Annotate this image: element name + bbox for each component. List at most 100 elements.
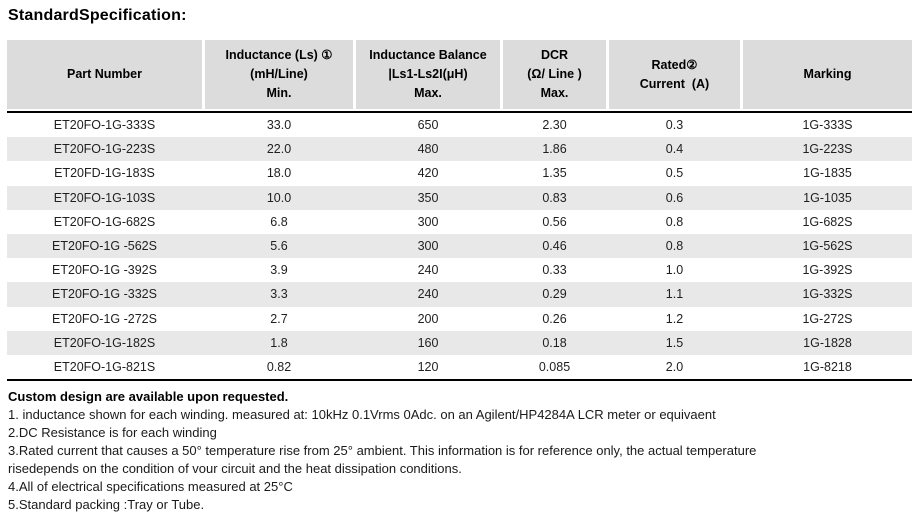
cell-inductance-balance-max: 420 <box>417 166 439 181</box>
cell-part-number: ET20FO-1G-333S <box>53 118 156 133</box>
header-line: Part Number <box>66 67 143 81</box>
header-line: Max. <box>414 86 442 100</box>
cell-rated-current: 0.6 <box>665 190 684 205</box>
cell-dcr-max: 0.56 <box>542 214 567 229</box>
cell-inductance-min: 3.9 <box>270 263 288 278</box>
cell-part-number: ET20FO-1G-103S <box>53 190 156 205</box>
cell-dcr-max: 0.26 <box>542 311 567 326</box>
cell-marking: 1G-223S <box>802 142 853 157</box>
cell-marking: 1G-562S <box>802 239 853 254</box>
cell-part-number: ET20FO-1G -392S <box>52 263 157 278</box>
cell-inductance-min: 3.3 <box>270 287 288 302</box>
cell-inductance-balance-max: 240 <box>417 287 439 302</box>
header-line: Marking <box>803 67 852 81</box>
cell-dcr-max: 1.35 <box>542 166 567 181</box>
header-line: Inductance (Ls) ① <box>225 48 333 62</box>
cell-rated-current: 0.5 <box>665 166 684 181</box>
col-header-inductance: Inductance (Ls) ① (mH/Line) Min. <box>205 40 353 109</box>
cell-dcr-max: 1.86 <box>542 142 567 157</box>
table-body: ET20FO-1G-333S 33.0 650 2.30 0.3 1G-333S… <box>7 111 912 382</box>
table-row: ET20FO-1G -272S 2.7 200 0.26 1.2 1G-272S <box>7 306 912 331</box>
cell-part-number: ET20FO-1G-682S <box>53 214 156 229</box>
header-line: Current (A) <box>639 76 710 91</box>
cell-rated-current: 1.2 <box>665 311 684 326</box>
header-line: Inductance Balance <box>369 48 487 62</box>
table-row: ET20FO-1G -562S 5.6 300 0.46 0.8 1G-562S <box>7 233 912 259</box>
footnotes: Custom design are available upon request… <box>8 388 914 514</box>
col-header-part-number: Part Number <box>7 40 202 109</box>
footnote-line: 5.Standard packing :Tray or Tube. <box>8 497 205 512</box>
cell-dcr-max: 0.18 <box>542 335 567 350</box>
header-line: DCR <box>540 48 569 62</box>
cell-inductance-balance-max: 120 <box>417 359 439 374</box>
cell-part-number: ET20FO-1G-223S <box>53 142 156 157</box>
cell-inductance-min: 5.6 <box>270 239 288 254</box>
cell-inductance-min: 33.0 <box>266 118 292 133</box>
header-line: Min. <box>266 86 292 100</box>
header-line: Max. <box>540 86 569 100</box>
cell-marking: 1G-682S <box>802 214 853 229</box>
footnote-line: 1. inductance shown for each winding. me… <box>8 407 716 422</box>
cell-dcr-max: 0.33 <box>542 263 567 278</box>
cell-rated-current: 0.8 <box>665 214 684 229</box>
cell-dcr-max: 0.29 <box>542 287 567 302</box>
cell-part-number: ET20FO-1G-821S <box>53 359 156 374</box>
cell-marking: 1G-1035 <box>803 190 852 205</box>
col-header-inductance-balance: Inductance Balance |Ls1-Ls2I(μH) Max. <box>356 40 500 109</box>
cell-rated-current: 0.3 <box>665 118 684 133</box>
header-line: (Ω/ Line ) <box>527 67 582 81</box>
table-row: ET20FO-1G -332S 3.3 240 0.29 1.1 1G-332S <box>7 282 912 307</box>
header-line: Rated② <box>651 57 698 72</box>
table-row: ET20FO-1G-821S 0.82 120 0.085 2.0 1G-821… <box>7 354 912 380</box>
cell-rated-current: 0.4 <box>665 142 684 157</box>
cell-inductance-min: 6.8 <box>270 214 288 229</box>
page-title: StandardSpecification: <box>8 7 187 24</box>
cell-marking: 1G-272S <box>802 311 853 326</box>
table-row: ET20FO-1G -392S 3.9 240 0.33 1.0 1G-392S <box>7 258 912 283</box>
cell-marking: 1G-8218 <box>803 359 852 374</box>
cell-inductance-min: 1.8 <box>270 335 288 350</box>
footnote-line: 4.All of electrical specifications measu… <box>8 479 293 494</box>
cell-part-number: ET20FO-1G -562S <box>52 239 157 254</box>
standard-specification-table: Part Number Inductance (Ls) ① (mH/Line) … <box>7 40 912 382</box>
cell-inductance-min: 0.82 <box>266 359 292 374</box>
footnote-line: 2.DC Resistance is for each winding <box>8 425 217 440</box>
cell-rated-current: 0.8 <box>665 239 684 254</box>
cell-part-number: ET20FO-1G -272S <box>52 311 157 326</box>
cell-marking: 1G-1828 <box>803 335 852 350</box>
cell-marking: 1G-1835 <box>803 166 852 181</box>
cell-marking: 1G-333S <box>802 118 853 133</box>
cell-part-number: ET20FO-1G-182S <box>53 335 156 350</box>
header-line: (mH/Line) <box>250 67 308 81</box>
cell-rated-current: 1.1 <box>665 287 684 302</box>
table-row: ET20FD-1G-183S 18.0 420 1.35 0.5 1G-1835 <box>7 161 912 186</box>
cell-dcr-max: 0.46 <box>542 239 567 254</box>
cell-inductance-balance-max: 300 <box>417 239 439 254</box>
cell-inductance-min: 22.0 <box>266 142 292 157</box>
cell-inductance-balance-max: 200 <box>417 311 439 326</box>
cell-dcr-max: 0.83 <box>542 190 567 205</box>
table-row: ET20FO-1G-223S 22.0 480 1.86 0.4 1G-223S <box>7 137 912 162</box>
cell-inductance-balance-max: 650 <box>417 118 439 133</box>
cell-inductance-balance-max: 300 <box>417 214 439 229</box>
table-row: ET20FO-1G-103S 10.0 350 0.83 0.6 1G-1035 <box>7 185 912 210</box>
footnote-heading: Custom design are available upon request… <box>8 389 289 404</box>
cell-inductance-balance-max: 240 <box>417 263 439 278</box>
table-row: ET20FO-1G-182S 1.8 160 0.18 1.5 1G-1828 <box>7 330 912 355</box>
cell-inductance-min: 2.7 <box>270 311 288 326</box>
footnote-line: 3.Rated current that causes a 50° temper… <box>8 443 757 458</box>
table-row: ET20FO-1G-682S 6.8 300 0.56 0.8 1G-682S <box>7 209 912 234</box>
cell-marking: 1G-332S <box>802 287 853 302</box>
cell-rated-current: 1.0 <box>665 263 684 278</box>
footnote-line: risedepends on the condition of vour cir… <box>8 461 462 476</box>
cell-part-number: ET20FO-1G -332S <box>52 287 157 302</box>
cell-dcr-max: 0.085 <box>538 359 571 374</box>
col-header-dcr: DCR (Ω/ Line ) Max. <box>503 40 606 109</box>
col-header-rated-current: Rated② Current (A) <box>609 40 740 109</box>
cell-inductance-min: 10.0 <box>266 190 292 205</box>
table-row: ET20FO-1G-333S 33.0 650 2.30 0.3 1G-333S <box>7 113 912 138</box>
cell-inductance-balance-max: 160 <box>417 335 439 350</box>
cell-inductance-min: 18.0 <box>266 166 292 181</box>
col-header-marking: Marking <box>743 40 912 109</box>
cell-marking: 1G-392S <box>802 263 853 278</box>
